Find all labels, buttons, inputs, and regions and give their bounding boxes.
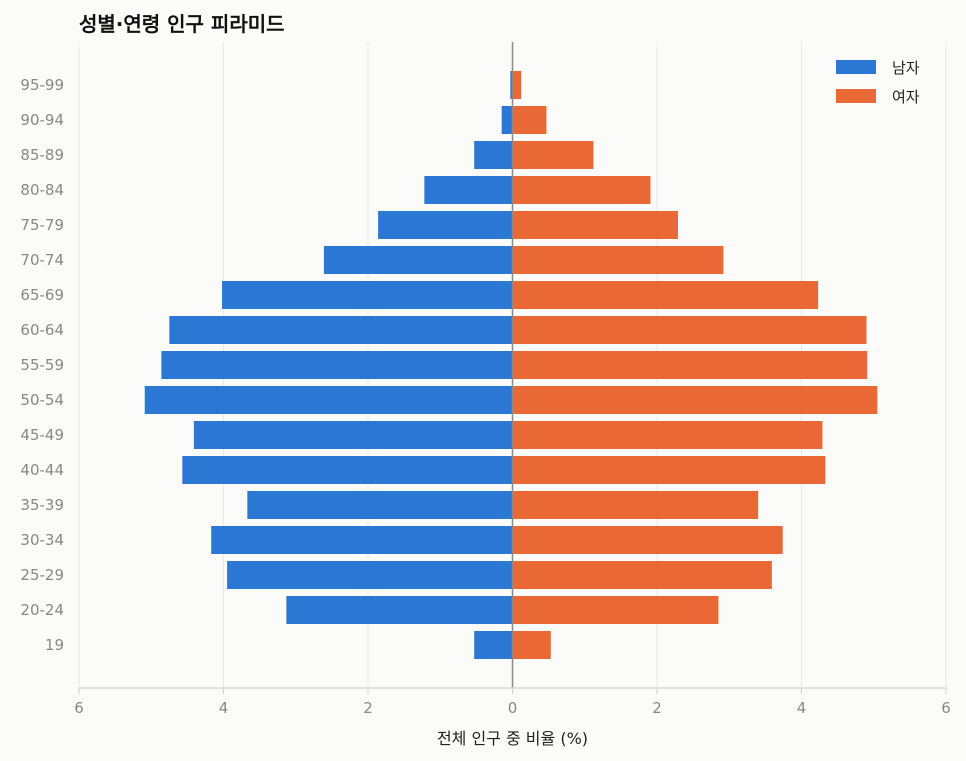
y-tick-label: 65-69 (20, 286, 64, 304)
y-tick-label: 75-79 (20, 216, 64, 234)
bar-male (211, 526, 513, 554)
legend-swatch-female (836, 89, 876, 103)
bar-female (512, 71, 522, 99)
chart-title: 성별·연령 인구 피라미드 (79, 12, 285, 36)
x-axis-label: 전체 인구 중 비율 (%) (437, 729, 588, 748)
bar-male (378, 211, 513, 239)
bar-female (512, 351, 868, 379)
bar-male (169, 316, 513, 344)
x-tick-label: 2 (652, 699, 662, 717)
bar-female (512, 316, 867, 344)
bar-female (512, 246, 724, 274)
y-tick-label: 45-49 (20, 426, 64, 444)
bar-male (161, 351, 513, 379)
y-tick-label: 55-59 (20, 356, 64, 374)
y-tick-label: 40-44 (20, 461, 64, 479)
bar-female (512, 281, 819, 309)
bar-male (193, 421, 513, 449)
bar-male (286, 596, 513, 624)
y-tick-label: 95-99 (20, 76, 64, 94)
x-tick-label: 6 (941, 699, 951, 717)
x-tick-label: 6 (74, 699, 84, 717)
y-tick-label: 90-94 (20, 111, 64, 129)
bar-female (512, 491, 759, 519)
bar-female (512, 421, 823, 449)
bar-male (323, 246, 513, 274)
bar-female (512, 631, 551, 659)
bar-male (227, 561, 513, 589)
bar-male (247, 491, 513, 519)
bar-male (222, 281, 513, 309)
y-tick-label: 85-89 (20, 146, 64, 164)
bar-male (474, 631, 513, 659)
x-tick-label: 2 (363, 699, 373, 717)
bar-male (144, 386, 513, 414)
y-tick-label: 50-54 (20, 391, 64, 409)
y-tick-label: 60-64 (20, 321, 64, 339)
x-tick-label: 0 (508, 699, 518, 717)
bar-female (512, 106, 547, 134)
bar-male (474, 141, 513, 169)
bar-female (512, 386, 878, 414)
bar-male (510, 71, 513, 99)
legend-label-male: 남자 (892, 59, 920, 77)
y-tick-label: 30-34 (20, 531, 64, 549)
bar-female (512, 211, 678, 239)
bar-female (512, 561, 772, 589)
bar-male (424, 176, 513, 204)
y-tick-label: 80-84 (20, 181, 64, 199)
y-tick-label: 25-29 (20, 566, 64, 584)
y-tick-label: 70-74 (20, 251, 64, 269)
x-tick-label: 4 (797, 699, 807, 717)
bar-male (182, 456, 513, 484)
y-tick-label: 35-39 (20, 496, 64, 514)
bar-female (512, 141, 594, 169)
y-tick-label: 19 (45, 636, 64, 654)
legend-label-female: 여자 (892, 88, 920, 106)
bar-female (512, 526, 783, 554)
legend-swatch-male (836, 60, 876, 74)
y-tick-label: 20-24 (20, 601, 64, 619)
bar-female (512, 176, 651, 204)
bar-female (512, 596, 719, 624)
bar-female (512, 456, 826, 484)
bar-male (501, 106, 513, 134)
x-tick-label: 4 (219, 699, 229, 717)
